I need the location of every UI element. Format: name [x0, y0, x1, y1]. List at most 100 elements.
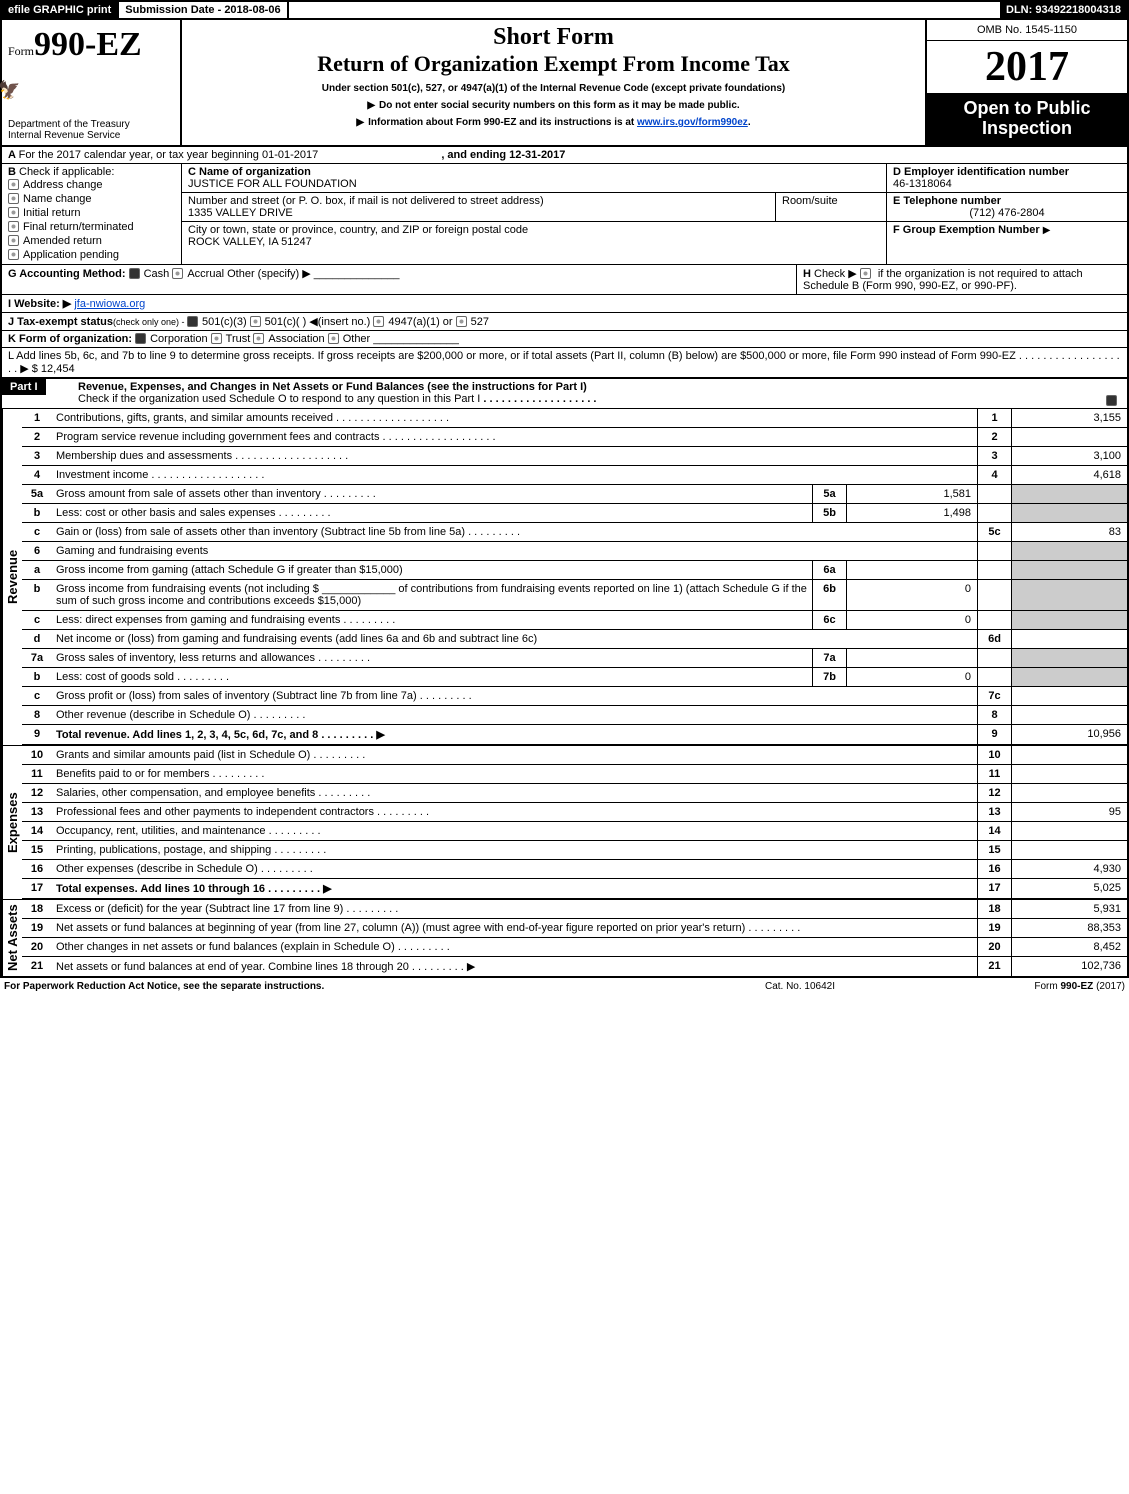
line-4: 4Investment income44,618 [22, 466, 1127, 485]
chk-cash[interactable] [129, 268, 140, 279]
l-block: L Add lines 5b, 6c, and 7b to line 9 to … [2, 348, 1127, 377]
col-def: D Employer identification number 46-1318… [887, 164, 1127, 264]
line-10: 10Grants and similar amounts paid (list … [22, 746, 1127, 765]
line-6c: cLess: direct expenses from gaming and f… [22, 611, 1127, 630]
chk-4947[interactable] [373, 316, 384, 327]
line-a-begin: For the 2017 calendar year, or tax year … [19, 149, 319, 161]
e-block: E Telephone number (712) 476-2804 [887, 193, 1127, 222]
line-3: 3Membership dues and assessments33,100 [22, 447, 1127, 466]
short-form-title: Short Form [190, 24, 917, 51]
h-check: Check ▶ [814, 268, 857, 280]
irs-eagle-icon: 🦅 [0, 80, 20, 101]
chk-application-pending[interactable]: Application pending [8, 248, 175, 262]
chk-schedule-b[interactable] [860, 268, 871, 279]
line-8: 8Other revenue (describe in Schedule O)8 [22, 706, 1127, 725]
line-14: 14Occupancy, rent, utilities, and mainte… [22, 822, 1127, 841]
netassets-label: Net Assets [2, 900, 22, 976]
col-b: B Check if applicable: Address change Na… [2, 164, 182, 264]
city-label: City or town, state or province, country… [188, 224, 880, 236]
line-12: 12Salaries, other compensation, and empl… [22, 784, 1127, 803]
chk-address-change[interactable]: Address change [8, 178, 175, 192]
chk-corporation[interactable] [135, 333, 146, 344]
part1-section: Part I Revenue, Expenses, and Changes in… [0, 379, 1129, 978]
col-c-address: C Name of organization JUSTICE FOR ALL F… [182, 164, 887, 264]
revenue-section: Revenue 1Contributions, gifts, grants, a… [2, 409, 1127, 745]
form-number-text: 990-EZ [34, 26, 142, 63]
g-label: G Accounting Method: [8, 268, 126, 280]
line-7b: bLess: cost of goods sold7b0 [22, 668, 1127, 687]
tax-year: 2017 [927, 41, 1127, 93]
chk-schedule-o[interactable] [1106, 395, 1117, 406]
l-text: L Add lines 5b, 6c, and 7b to line 9 to … [8, 350, 1016, 362]
line-9: 9Total revenue. Add lines 1, 2, 3, 4, 5c… [22, 725, 1127, 745]
part1-header-row: Part I Revenue, Expenses, and Changes in… [2, 379, 1127, 409]
h-block: H Check ▶ if the organization is not req… [797, 265, 1127, 294]
e-label: E Telephone number [893, 195, 1121, 207]
chk-accrual[interactable] [172, 268, 183, 279]
subtitle: Under section 501(c), 527, or 4947(a)(1)… [190, 83, 917, 94]
chk-other-org[interactable] [328, 333, 339, 344]
form-number: Form990-EZ [8, 26, 174, 64]
revenue-label: Revenue [2, 409, 22, 745]
i-label: I Website: ▶ [8, 298, 71, 310]
note-ssn: Do not enter social security numbers on … [190, 100, 917, 111]
submission-date: Submission Date - 2018-08-06 [119, 2, 288, 18]
dln-badge: DLN: 93492218004318 [1000, 2, 1127, 18]
row-bcdef: B Check if applicable: Address change Na… [2, 164, 1127, 265]
line-16: 16Other expenses (describe in Schedule O… [22, 860, 1127, 879]
chk-association[interactable] [253, 333, 264, 344]
note-info: Information about Form 990-EZ and its in… [190, 117, 917, 128]
chk-527[interactable] [456, 316, 467, 327]
line-20: 20Other changes in net assets or fund ba… [22, 938, 1127, 957]
website-link[interactable]: jfa-nwiowa.org [74, 298, 145, 310]
page-footer: For Paperwork Reduction Act Notice, see … [0, 978, 1129, 995]
top-bar: efile GRAPHIC print Submission Date - 20… [0, 0, 1129, 20]
part1-check-text: Check if the organization used Schedule … [78, 393, 480, 405]
part1-title: Revenue, Expenses, and Changes in Net As… [78, 381, 587, 393]
cat-no: Cat. No. 10642I [675, 981, 925, 992]
chk-final-return[interactable]: Final return/terminated [8, 220, 175, 234]
line-13: 13Professional fees and other payments t… [22, 803, 1127, 822]
form-id-block: Form990-EZ 🦅 Department of the Treasury … [2, 20, 182, 145]
line-a-end: , and ending 12-31-2017 [441, 149, 565, 161]
f-label: F Group Exemption Number [893, 224, 1040, 236]
entity-info: A For the 2017 calendar year, or tax yea… [0, 147, 1129, 379]
instructions-link[interactable]: www.irs.gov/form990ez [637, 117, 748, 128]
expenses-section: Expenses 10Grants and similar amounts pa… [2, 745, 1127, 899]
efile-badge: efile GRAPHIC print [2, 2, 119, 18]
addr-label: Number and street (or P. O. box, if mail… [188, 195, 769, 207]
line-6: 6Gaming and fundraising events [22, 542, 1127, 561]
line-5c: cGain or (loss) from sale of assets othe… [22, 523, 1127, 542]
form-ref: Form 990-EZ (2017) [925, 981, 1125, 992]
e-value: (712) 476-2804 [893, 207, 1121, 219]
main-title: Return of Organization Exempt From Incom… [190, 51, 917, 77]
chk-name-change[interactable]: Name change [8, 192, 175, 206]
city-value: ROCK VALLEY, IA 51247 [188, 236, 880, 248]
d-label: D Employer identification number [893, 166, 1121, 178]
line-6d: dNet income or (loss) from gaming and fu… [22, 630, 1127, 649]
title-block: Short Form Return of Organization Exempt… [182, 20, 927, 145]
chk-amended-return[interactable]: Amended return [8, 234, 175, 248]
part1-title-block: Revenue, Expenses, and Changes in Net As… [72, 379, 1127, 408]
c-value: JUSTICE FOR ALL FOUNDATION [188, 178, 880, 190]
b-label: Check if applicable: [19, 166, 114, 178]
chk-501c3[interactable] [187, 316, 198, 327]
line-5a: 5aGross amount from sale of assets other… [22, 485, 1127, 504]
addr-block: Number and street (or P. O. box, if mail… [182, 193, 886, 222]
line-11: 11Benefits paid to or for members11 [22, 765, 1127, 784]
part1-badge: Part I [2, 379, 46, 395]
note-info-pre: Information about Form 990-EZ and its in… [356, 117, 637, 128]
line-21: 21Net assets or fund balances at end of … [22, 957, 1127, 976]
line-7c: cGross profit or (loss) from sales of in… [22, 687, 1127, 706]
line-7a: 7aGross sales of inventory, less returns… [22, 649, 1127, 668]
netassets-section: Net Assets 18Excess or (deficit) for the… [2, 899, 1127, 976]
chk-initial-return[interactable]: Initial return [8, 206, 175, 220]
line-5b: bLess: cost or other basis and sales exp… [22, 504, 1127, 523]
chk-trust[interactable] [211, 333, 222, 344]
j-block: J Tax-exempt status(check only one) - 50… [2, 313, 1127, 331]
form-header: Form990-EZ 🦅 Department of the Treasury … [0, 20, 1129, 147]
chk-501c[interactable] [250, 316, 261, 327]
paperwork-notice: For Paperwork Reduction Act Notice, see … [4, 981, 675, 992]
department-block: Department of the Treasury Internal Reve… [8, 119, 130, 141]
year-block: OMB No. 1545-1150 2017 Open to Public In… [927, 20, 1127, 145]
